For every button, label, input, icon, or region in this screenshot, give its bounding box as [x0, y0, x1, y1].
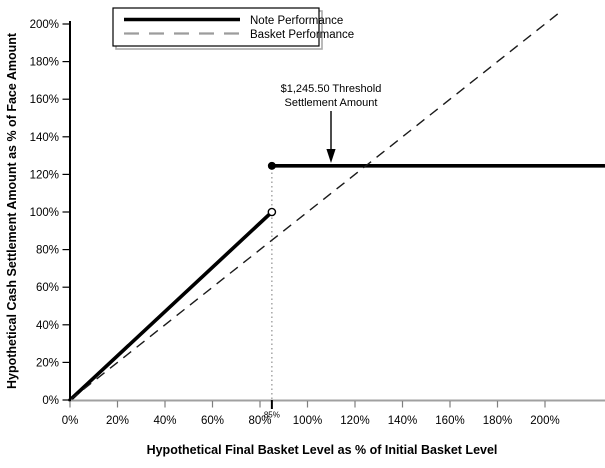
y-tick-label: 180% — [30, 57, 59, 69]
open-circle-marker — [267, 207, 277, 217]
ticks-layer: 0% 20% 40% 60% 80% 100% 120% 140% 160% 180% 200% 85… — [30, 19, 560, 427]
y-tick-label: 120% — [30, 169, 59, 181]
note-performance-line — [68, 210, 274, 402]
x-tick-label: 180% — [483, 415, 512, 427]
x-tick-label: 120% — [340, 415, 369, 427]
y-axis-title: Hypothetical Cash Settlement Amount as %… — [5, 32, 19, 389]
x-tick-label: 160% — [435, 415, 464, 427]
x-tick-label: 40% — [153, 415, 176, 427]
legend-label-basket: Basket Performance — [250, 29, 354, 41]
y-tick-label: 0% — [42, 395, 59, 407]
x-tick-label: 140% — [388, 415, 417, 427]
legend: Note Performance Basket Performance — [112, 7, 354, 50]
y-tick-label: 60% — [36, 282, 59, 294]
markers-layer — [267, 161, 277, 217]
x-tick-label: 20% — [106, 415, 129, 427]
legend-label-note: Note Performance — [250, 15, 343, 27]
threshold-annotation: $1,245.50 Threshold Settlement Amount — [281, 83, 382, 163]
annotation-arrowhead-icon — [326, 149, 336, 163]
y-tick-label: 100% — [30, 207, 59, 219]
y-tick-label: 140% — [30, 132, 59, 144]
annotation-line-1: $1,245.50 Threshold — [281, 83, 382, 95]
x-tick-label: 0% — [62, 415, 79, 427]
y-tick-label: 20% — [36, 357, 59, 369]
legend-box — [112, 7, 320, 47]
axes-layer — [69, 21, 605, 402]
x-tick-label: 80% — [248, 415, 271, 427]
x-tick-label: 60% — [201, 415, 224, 427]
y-tick-label: 40% — [36, 320, 59, 332]
special-tick-85-label: 85% — [264, 411, 280, 420]
x-axis-title: Hypothetical Final Basket Level as % of … — [147, 443, 498, 457]
legend-entry-basket-performance: Basket Performance — [124, 29, 354, 41]
x-tick-label: 100% — [293, 415, 322, 427]
filled-circle-marker — [267, 161, 276, 170]
y-tick-label: 160% — [30, 94, 59, 106]
series-layer — [68, 10, 605, 402]
y-tick-label: 80% — [36, 245, 59, 257]
annotation-line-2: Settlement Amount — [285, 97, 378, 109]
y-tick-label: 200% — [30, 19, 59, 31]
basket-performance-line — [69, 10, 563, 401]
x-tick-label: 200% — [530, 415, 559, 427]
legend-entry-note-performance: Note Performance — [124, 15, 343, 27]
